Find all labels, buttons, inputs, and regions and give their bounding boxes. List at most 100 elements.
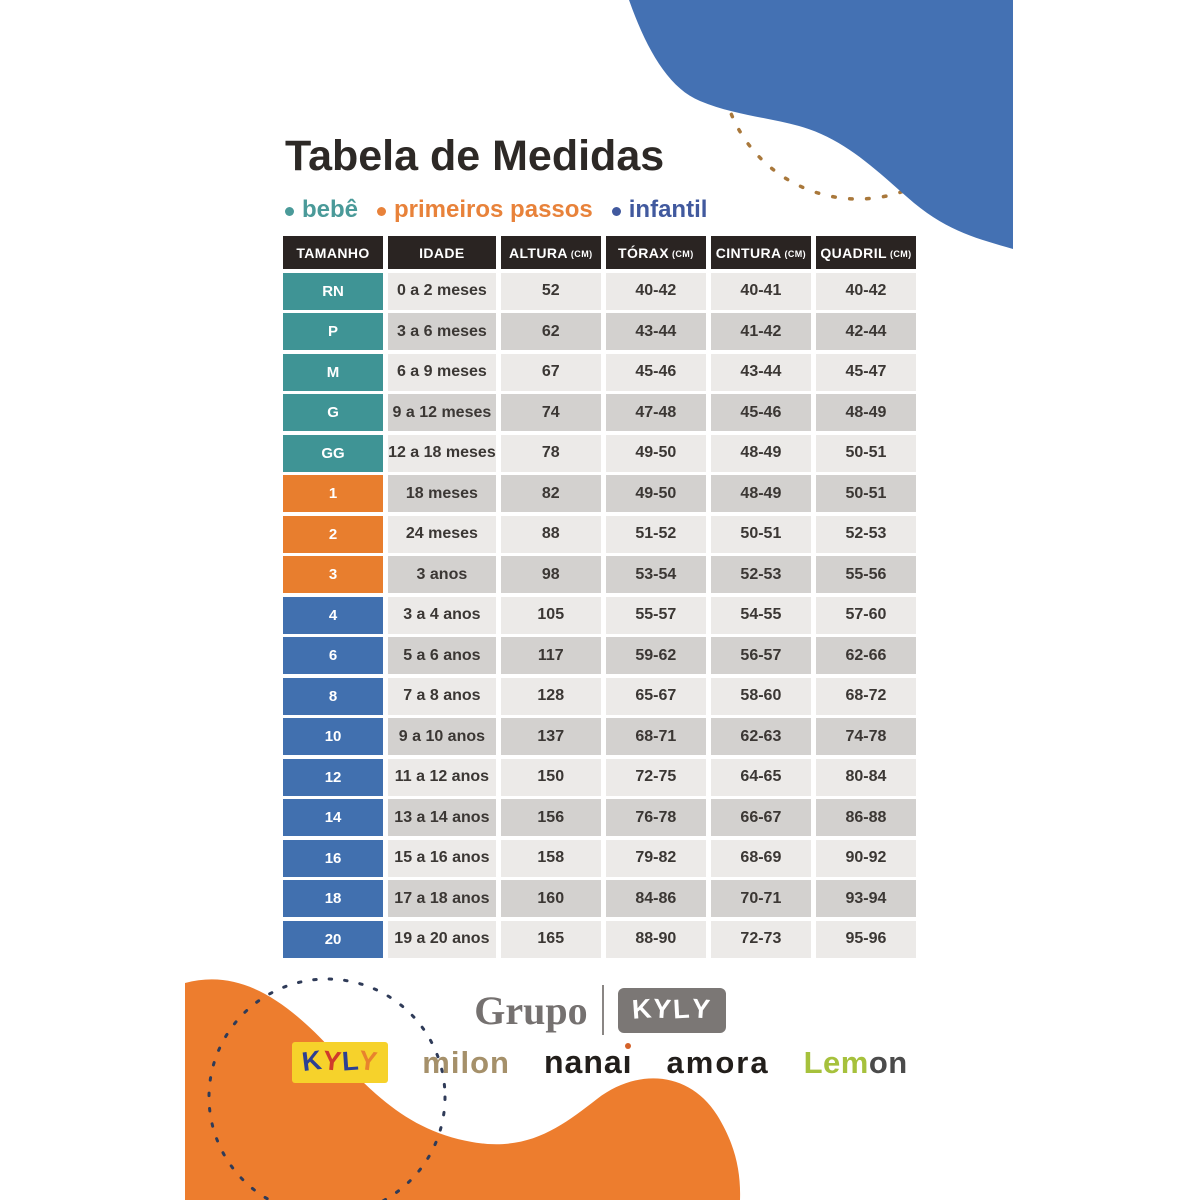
table-cell-torax: 43-44 <box>605 313 706 350</box>
table-cell-torax: 47-48 <box>605 394 706 431</box>
legend-dot-icon <box>285 207 294 216</box>
kyly-badge-letter: Y <box>652 992 675 1025</box>
table-cell-altura: 150 <box>500 758 601 796</box>
kyly-badge-letter: L <box>672 993 693 1024</box>
table-cell-altura: 62 <box>500 313 601 350</box>
table-cell-cintura: 43-44 <box>710 353 811 391</box>
table-cell-idade: 9 a 12 meses <box>388 394 496 431</box>
table-cell-quadril: 95-96 <box>815 920 916 958</box>
nanai-text: nana <box>543 1044 623 1080</box>
kyly-gray-badge: KYLY <box>617 987 726 1033</box>
table-cell-idade: 9 a 10 anos <box>388 718 496 755</box>
brand-lemon-logo: Lemon <box>804 1045 908 1081</box>
table-cell-cintura: 68-69 <box>710 839 811 877</box>
size-cell-P: P <box>283 313 384 350</box>
table-cell-altura: 67 <box>500 353 601 391</box>
table-cell-torax: 59-62 <box>605 637 706 674</box>
table-cell-altura: 78 <box>500 434 601 472</box>
header-cell-quadril: QUADRIL (CM) <box>815 236 916 269</box>
header-label: TÓRAX <box>618 244 670 261</box>
table-cell-torax: 65-67 <box>605 677 706 715</box>
table-cell-quadril: 52-53 <box>815 515 916 553</box>
table-cell-cintura: 40-41 <box>710 272 811 310</box>
table-cell-quadril: 86-88 <box>815 799 916 836</box>
size-cell-3: 3 <box>283 556 384 593</box>
table-cell-idade: 18 meses <box>388 475 496 512</box>
table-cell-altura: 117 <box>500 637 601 674</box>
legend-label: primeiros passos <box>394 196 593 223</box>
lemon-text-part: Lem <box>803 1044 869 1080</box>
size-cell-GG: GG <box>283 434 384 472</box>
table-cell-quadril: 80-84 <box>815 758 916 796</box>
brand-amora-logo: amora <box>666 1044 770 1080</box>
size-table: TAMANHO IDADE ALTURA (CM) TÓRAX (CM) CINTURA (C… <box>283 236 916 958</box>
table-cell-quadril: 48-49 <box>815 394 916 431</box>
kyly-logo-letter: Y <box>357 1044 381 1078</box>
table-cell-torax: 45-46 <box>605 353 706 391</box>
table-cell-altura: 156 <box>500 799 601 836</box>
kyly-logo-letter: Y <box>321 1045 344 1077</box>
header-cell-cintura: CINTURA (CM) <box>710 236 811 269</box>
table-cell-quadril: 42-44 <box>815 313 916 350</box>
size-cell-2: 2 <box>283 515 384 553</box>
table-cell-cintura: 72-73 <box>710 920 811 958</box>
table-cell-altura: 98 <box>500 556 601 593</box>
table-cell-cintura: 41-42 <box>710 313 811 350</box>
table-cell-cintura: 70-71 <box>710 880 811 917</box>
table-cell-cintura: 52-53 <box>710 556 811 593</box>
header-cell-idade: IDADE <box>388 236 496 269</box>
table-cell-quadril: 40-42 <box>815 272 916 310</box>
legend-dot-icon <box>377 207 387 216</box>
size-cell-8: 8 <box>283 677 384 715</box>
header-cell-altura: ALTURA (CM) <box>500 236 601 269</box>
table-cell-torax: 68-71 <box>605 718 706 755</box>
table-cell-idade: 24 meses <box>388 515 496 553</box>
size-cell-12: 12 <box>283 758 384 796</box>
kyly-badge-letter: K <box>630 992 655 1025</box>
brand-milon-logo: milon <box>422 1044 510 1080</box>
table-cell-torax: 40-42 <box>605 272 706 310</box>
header-label: QUADRIL <box>820 244 887 261</box>
table-cell-quadril: 50-51 <box>815 434 916 472</box>
table-cell-torax: 53-54 <box>605 556 706 593</box>
table-cell-torax: 76-78 <box>605 799 706 836</box>
header-unit: (CM) <box>784 248 807 259</box>
orange-blob-decoration <box>185 979 741 1200</box>
table-cell-quadril: 68-72 <box>815 677 916 715</box>
table-cell-quadril: 50-51 <box>815 475 916 512</box>
size-cell-1: 1 <box>283 475 384 512</box>
nanai-last-i: ı <box>622 1043 633 1080</box>
table-cell-torax: 49-50 <box>605 434 706 472</box>
table-cell-altura: 158 <box>500 839 601 877</box>
table-cell-idade: 0 a 2 meses <box>388 272 496 310</box>
table-cell-torax: 49-50 <box>605 475 706 512</box>
size-cell-10: 10 <box>283 718 384 755</box>
table-cell-idade: 3 anos <box>388 556 496 593</box>
table-cell-idade: 15 a 16 anos <box>388 839 496 877</box>
logo-divider <box>601 985 604 1035</box>
size-cell-14: 14 <box>283 799 384 836</box>
table-cell-cintura: 48-49 <box>710 475 811 512</box>
header-label: ALTURA <box>509 244 568 261</box>
table-cell-altura: 82 <box>500 475 601 512</box>
blue-blob-decoration <box>629 0 1013 249</box>
table-cell-quadril: 55-56 <box>815 556 916 593</box>
legend: bebê primeiros passos infantil <box>285 196 707 224</box>
size-cell-G: G <box>283 394 384 431</box>
header-cell-tórax: TÓRAX (CM) <box>605 236 706 269</box>
brand-nanai-logo: nanaı <box>543 1043 633 1081</box>
table-cell-idade: 7 a 8 anos <box>388 677 496 715</box>
table-cell-idade: 3 a 4 anos <box>388 596 496 634</box>
size-cell-20: 20 <box>283 920 384 958</box>
table-cell-altura: 137 <box>500 718 601 755</box>
table-cell-torax: 79-82 <box>605 839 706 877</box>
brand-logos-row: KYLYmilonnanaıamoraLemon <box>0 1042 1200 1083</box>
table-cell-torax: 51-52 <box>605 515 706 553</box>
table-cell-idade: 11 a 12 anos <box>388 758 496 796</box>
legend-item-infantil: infantil <box>611 196 707 224</box>
brand-kyly-logo: KYLY <box>292 1042 389 1083</box>
table-cell-quadril: 93-94 <box>815 880 916 917</box>
header-cell-tamanho: TAMANHO <box>283 236 384 269</box>
dotted-circle-bottom-icon <box>207 977 447 1200</box>
